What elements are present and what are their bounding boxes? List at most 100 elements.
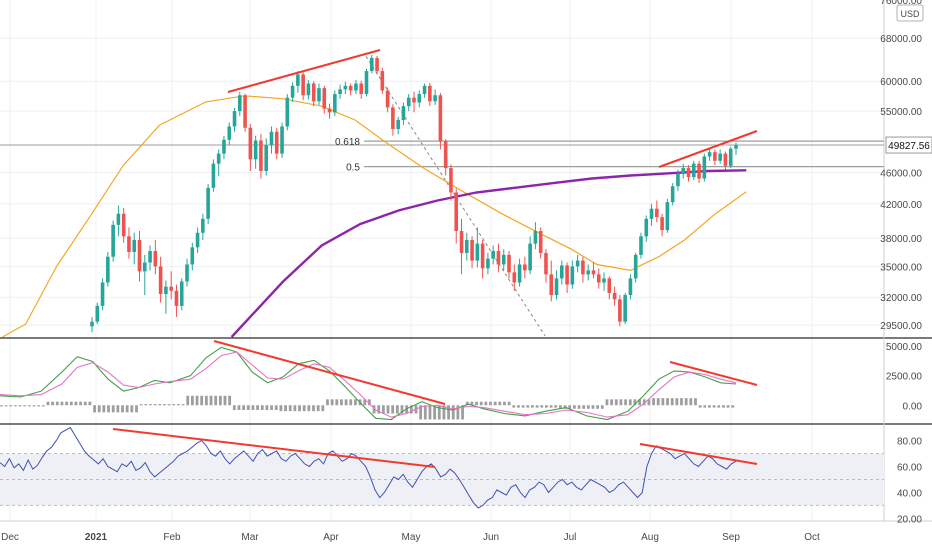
macd-histogram-bar xyxy=(456,405,460,420)
candle-body xyxy=(670,186,675,203)
macd-histogram-bar xyxy=(284,405,287,412)
macd-histogram-bar xyxy=(354,399,357,406)
candle-body xyxy=(660,217,664,231)
candle-body xyxy=(201,218,205,233)
fib-range-dashed-line xyxy=(365,56,546,337)
candle-body xyxy=(728,148,733,166)
candle-body xyxy=(333,94,337,113)
macd-histogram-bar xyxy=(144,404,148,406)
macd-histogram-bar xyxy=(223,395,227,406)
candle-body xyxy=(428,85,432,102)
candle-body xyxy=(723,153,728,166)
macd-histogram-bar xyxy=(428,405,432,420)
macd-histogram-bar xyxy=(158,404,162,406)
candle-body xyxy=(127,236,131,252)
macd-histogram-bar xyxy=(661,398,665,406)
candle-body xyxy=(100,282,105,306)
candle-body xyxy=(470,239,474,261)
macd-histogram-bar xyxy=(135,405,138,413)
rsi-band-layer xyxy=(0,453,884,506)
rsi-axis-tick-label: 60.00 xyxy=(897,463,922,474)
candle-body xyxy=(475,243,480,261)
macd-histogram-bar xyxy=(121,405,124,413)
macd-histogram-bar xyxy=(326,399,329,406)
macd-histogram-bar xyxy=(65,401,69,406)
price-recent-trendline xyxy=(658,130,758,168)
macd-divergence-trendline xyxy=(213,340,446,405)
candle-body xyxy=(280,126,284,154)
macd-histogram-bar xyxy=(60,401,64,406)
candle-body xyxy=(501,254,506,265)
candle-body xyxy=(676,174,680,187)
macd-histogram-bar xyxy=(475,401,478,406)
candle-body xyxy=(148,251,152,263)
last-price-tag xyxy=(885,136,932,154)
candle-body xyxy=(686,168,691,178)
candle-body xyxy=(164,286,168,294)
macd-histogram-layer xyxy=(0,395,735,420)
macd-histogram-bar xyxy=(116,405,120,413)
macd-histogram-bar xyxy=(391,405,395,414)
time-axis-label: Jun xyxy=(483,532,499,543)
candle-body xyxy=(707,152,712,157)
macd-histogram-bar xyxy=(698,405,702,408)
candle-body xyxy=(591,270,596,275)
macd-histogram-bar xyxy=(4,405,8,407)
candle-body xyxy=(544,252,548,275)
macd-histogram-bar xyxy=(293,405,297,412)
macd-histogram-bar xyxy=(470,401,474,406)
candle-body xyxy=(623,295,627,322)
candle-body xyxy=(406,97,411,107)
candle-body xyxy=(523,264,527,271)
macd-histogram-bar xyxy=(666,398,669,406)
macd-histogram-bar xyxy=(624,399,627,406)
price-top-trendline xyxy=(227,49,381,93)
macd-histogram-bar xyxy=(680,398,683,406)
macd-histogram-bar xyxy=(163,404,166,406)
candle-body xyxy=(507,254,511,273)
macd-histogram-bar xyxy=(619,399,623,406)
candle-body xyxy=(697,163,701,179)
macd-histogram-bar xyxy=(712,405,716,408)
macd-histogram-bar xyxy=(465,401,469,406)
macd-histogram-bar xyxy=(265,405,269,410)
macd-histogram-bar xyxy=(256,405,259,410)
macd-histogram-bar xyxy=(568,405,572,409)
macd-histogram-bar xyxy=(9,405,13,407)
indicator-lines-layer xyxy=(0,95,747,509)
candle-body xyxy=(512,272,517,283)
candle-body xyxy=(560,265,564,279)
macd-histogram-bar xyxy=(32,405,36,407)
candle-body xyxy=(665,202,670,231)
macd-histogram-bar xyxy=(349,399,353,406)
price-axis-tick-label: 32000.00 xyxy=(880,293,922,304)
macd-histogram-bar xyxy=(83,401,87,406)
candle-body xyxy=(412,97,416,103)
macd-histogram-bar xyxy=(232,405,236,410)
candle-body xyxy=(232,111,237,127)
candle-body xyxy=(628,278,633,296)
macd-histogram-bar xyxy=(177,404,180,406)
rsi-axis-tick-label: 20.00 xyxy=(897,514,922,525)
moving-average-slow-line xyxy=(230,169,747,338)
rsi-divergence-trendline xyxy=(112,428,436,468)
macd-histogram-bar xyxy=(409,405,413,414)
macd-histogram-bar xyxy=(503,401,506,406)
candle-body xyxy=(655,208,659,218)
rsi-band xyxy=(0,453,884,506)
macd-histogram-bar xyxy=(125,405,129,413)
macd-histogram-bar xyxy=(372,405,376,414)
macd-histogram-bar xyxy=(368,399,371,406)
candle-body xyxy=(486,258,490,269)
macd-histogram-bar xyxy=(512,405,516,408)
candle-body xyxy=(369,57,374,72)
candle-body xyxy=(433,95,437,102)
candle-body xyxy=(533,230,538,244)
candle-body xyxy=(243,95,247,128)
candle-body xyxy=(338,89,342,95)
last-price-label: 49827.56 xyxy=(888,141,930,152)
candle-body xyxy=(375,57,379,72)
macd-histogram-bar xyxy=(708,405,711,408)
